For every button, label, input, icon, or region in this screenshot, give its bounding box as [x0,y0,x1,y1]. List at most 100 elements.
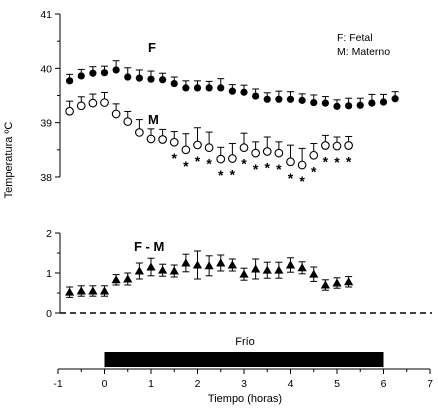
m-point [321,141,330,150]
legend-entry-fetal: F: Fetal [337,32,373,44]
m-point [274,148,284,158]
fm-point [297,263,307,272]
x-tick-label: -1 [53,378,62,390]
f-point [240,88,248,96]
fm-point [99,286,110,295]
fm-point [239,269,249,278]
m-point [65,106,74,116]
fm-point [111,275,121,284]
fm-point [274,265,284,274]
f-point [333,102,341,110]
m-point [100,98,109,107]
fm-point [309,269,319,278]
significance-star: * [218,167,224,183]
y-tick-label-bottom: 2 [46,228,52,240]
significance-star: * [288,170,294,186]
m-point [309,150,319,160]
f-point [182,84,190,92]
x-tick-label: 6 [381,378,387,390]
significance-star: * [346,153,352,169]
y-tick-label: 41 [40,9,52,21]
y-axis-label: Temperatura ºC [3,122,15,199]
significance-star: * [241,156,247,172]
fm-point [181,258,191,267]
significance-star: * [299,173,305,189]
fm-point [285,260,296,269]
x-tick-label: 4 [288,378,294,390]
fm-point [158,265,168,274]
f-point [345,102,353,110]
significance-star: * [265,159,271,175]
x-tick-label: 5 [334,378,340,390]
series-label-fm: F - M [134,239,164,254]
fm-point [76,286,86,295]
f-point [193,84,202,92]
f-point [124,73,132,81]
legend-entry-materno: M: Materno [337,46,390,58]
timeline-panel: -1 0 1 2 3 4 5 6 7 [53,352,433,390]
f-point [205,84,213,92]
f-point [135,74,143,82]
y-tick-label-bottom: 0 [46,308,52,320]
f-point [147,75,155,83]
fm-point [344,277,354,286]
m-point [76,101,86,111]
cold-period-bar [104,352,384,367]
m-point [193,140,202,150]
fm-point [134,266,144,275]
fm-point [146,262,156,271]
fm-point [216,258,226,267]
significance-star: * [183,158,189,174]
y-tick-label-bottom: 1 [46,268,52,280]
f-point [275,95,283,103]
m-point [123,117,133,126]
fm-point [332,278,342,287]
m-point [146,134,156,144]
m-point [239,143,249,153]
x-tick-label: 3 [241,378,247,390]
f-point [391,95,399,103]
difference-panel: 0 1 2 [46,228,432,320]
m-point [158,135,167,144]
fm-point [169,266,179,275]
y-tick-label: 40 [40,63,52,75]
f-point [298,96,306,104]
f-point [356,101,364,109]
f-point [263,95,271,103]
m-point [111,109,121,119]
fm-point [192,260,203,269]
f-point [100,69,109,77]
significance-star: * [172,150,178,166]
significance-star: * [311,163,317,179]
m-point [228,154,237,163]
f-point [170,79,178,88]
x-tick-label: 7 [427,378,433,390]
x-tick-label: 1 [148,378,154,390]
f-point [217,84,225,92]
significance-star: * [334,154,340,170]
f-point [310,98,318,107]
series-label-m: M [148,112,159,127]
significance-star: * [276,161,282,177]
fm-point [65,287,75,296]
m-point [344,141,353,150]
f-point [321,99,329,107]
f-point [112,66,120,74]
significance-star: * [195,153,201,169]
m-point [169,137,179,147]
m-point [135,128,144,137]
fm-point [88,286,98,295]
fm-point [227,260,237,269]
m-point [204,143,214,153]
significance-star: * [230,167,236,183]
x-tick-label: 0 [102,378,108,390]
fm-point [262,265,272,274]
f-point [379,98,388,106]
fm-point [123,274,133,283]
f-point [89,69,97,77]
f-point [286,95,295,103]
f-point [228,87,236,95]
series-label-f: F [148,40,156,55]
